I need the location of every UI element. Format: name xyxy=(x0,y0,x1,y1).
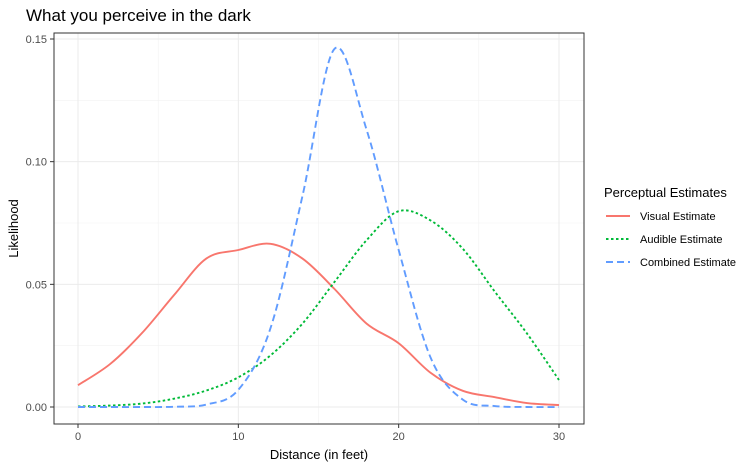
panel-border xyxy=(53,32,585,425)
legend-label: Visual Estimate xyxy=(640,211,716,223)
y-tick-label: 0.00 xyxy=(26,402,47,414)
legend-label: Combined Estimate xyxy=(640,257,736,269)
x-axis-title: Distance (in feet) xyxy=(270,447,368,462)
x-tick-label: 30 xyxy=(553,431,565,443)
series-line-combined-estimate xyxy=(77,46,560,409)
legend-label: Audible Estimate xyxy=(640,234,723,246)
x-tick-label: 0 xyxy=(75,431,81,443)
series-lines xyxy=(77,46,560,409)
chart-title: What you perceive in the dark xyxy=(26,6,251,25)
y-axis-title: Likelihood xyxy=(6,199,21,258)
plot-panel xyxy=(54,33,584,424)
series-line-audible-estimate xyxy=(77,209,560,408)
x-tick-label: 20 xyxy=(393,431,405,443)
y-tick-label: 0.15 xyxy=(26,34,47,46)
legend: Perceptual Estimates Visual Estimate Audib… xyxy=(604,185,736,269)
panel-background xyxy=(54,33,584,424)
x-tick-label: 10 xyxy=(232,431,244,443)
y-tick-label: 0.05 xyxy=(26,279,47,291)
y-tick-label: 0.10 xyxy=(26,157,47,169)
legend-title: Perceptual Estimates xyxy=(604,185,727,200)
series-line-visual-estimate xyxy=(77,242,560,406)
axes: 0 10 20 30 0.00 0.05 0.10 0.15 Distance (in feet… xyxy=(6,32,585,462)
